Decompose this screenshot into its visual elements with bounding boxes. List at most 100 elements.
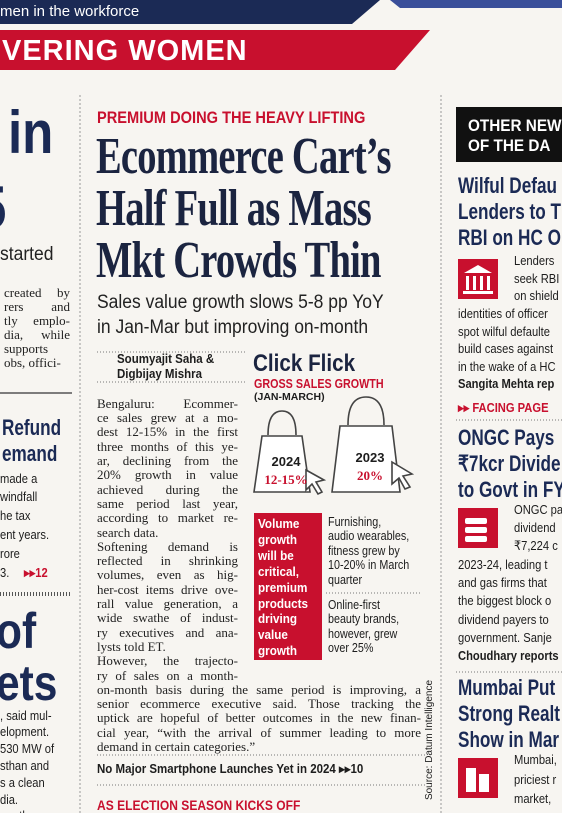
bag-value: 12-15% <box>264 472 308 487</box>
body-line: rall value generation, a <box>97 596 238 612</box>
body-line: identities of officer <box>458 306 548 321</box>
kicker: PREMIUM DOING THE HEAVY LIFTING <box>97 108 366 127</box>
body-line: according to market re- <box>97 510 238 526</box>
callout-line: critical, <box>258 563 299 579</box>
headline: in <box>8 99 54 166</box>
deck: started <box>0 244 54 265</box>
section-title: OTHER NEW <box>468 116 562 135</box>
body-line: ar, declining from the <box>97 453 238 469</box>
headline: Half Full as Mass <box>96 180 372 237</box>
bag-year: 2023 <box>355 450 385 465</box>
body-line: 2023-24, leading t <box>458 556 548 572</box>
body-line: dividend <box>514 520 556 536</box>
headline: Lenders to T <box>458 199 561 224</box>
note-line: fitness grew by <box>328 543 400 558</box>
note-line: Online-first <box>328 597 380 612</box>
body-line: Sangita Mehta rep <box>458 376 555 392</box>
decor-stripe <box>390 0 562 8</box>
body-line: senior ecommerce executive said. Those t… <box>97 696 421 712</box>
body-line: search data. <box>97 524 159 540</box>
headline: ONGC Pays <box>458 425 555 450</box>
section-title: OF THE DA <box>468 136 551 155</box>
headline: Mumbai Put <box>458 675 556 700</box>
body-line: spot wilful defaulte <box>458 323 550 339</box>
body-line: ent years. <box>0 527 50 542</box>
body-line: priciest r <box>514 771 557 787</box>
headline: Mkt Crowds Thin <box>96 232 381 289</box>
source: Source: Datum Intelligence <box>424 679 435 801</box>
jump: ▸▸12 <box>24 564 48 580</box>
body-line: demand in certain categories.” <box>97 739 256 755</box>
body-line: windfall <box>0 489 38 505</box>
callout-line: driving <box>258 611 298 627</box>
body-line: wide swathe of indust- <box>97 610 238 626</box>
bag <box>253 396 415 496</box>
body-line: seek RBI <box>514 270 560 286</box>
body-line: 530 MW of <box>0 741 55 757</box>
headline: Strong Realt <box>458 701 561 726</box>
icon <box>458 259 498 299</box>
strap-band <box>0 0 380 24</box>
infographic-graphics <box>253 396 422 660</box>
body-line: ce sales grew at a mo- <box>97 410 238 426</box>
headline: Wilful Defau <box>458 173 557 198</box>
body-line: on-month basis during the same period is… <box>97 681 421 697</box>
note-line: audio wearables, <box>328 529 410 544</box>
body-line: market, <box>514 791 552 807</box>
body-line: obs, offici- <box>4 355 61 370</box>
body-line: ₹7,224 c <box>514 538 558 554</box>
note-line: Furnishing, <box>328 514 382 529</box>
infographic-title: Click Flick <box>253 350 356 377</box>
kicker: AS ELECTION SEASON KICKS OFF <box>97 797 301 813</box>
note-line: however, grew <box>328 626 398 641</box>
body-line: he tax <box>0 508 31 524</box>
body-line: on shield <box>514 288 559 304</box>
headline: of <box>0 603 37 659</box>
icon <box>458 508 498 548</box>
headline: Ecommerce Cart’s <box>96 128 392 185</box>
body-line: created by <box>4 285 70 300</box>
body-line: rers and <box>4 299 70 314</box>
banner-band <box>0 30 430 70</box>
body-line: 3. <box>0 564 10 580</box>
body-line: rore <box>0 545 20 561</box>
callout-line: premium <box>258 579 308 595</box>
headline: ets <box>0 655 58 711</box>
body-line: sthan and <box>0 758 50 773</box>
body-line: government. Sanje <box>458 629 552 645</box>
banner: VERING WOMEN <box>2 35 248 67</box>
headline: RBI on HC Or <box>458 225 562 250</box>
body-line: run the sa- <box>0 808 53 813</box>
body-line: ry of sales on a month- <box>97 667 238 683</box>
body-line: build cases against <box>458 341 554 357</box>
bag-year: 2024 <box>271 454 301 469</box>
callout-line: will be <box>258 547 294 563</box>
body-line: tly emplo- <box>4 313 70 328</box>
body-line: reflected in shrinking <box>97 553 238 569</box>
headline: Show in Mar <box>458 727 560 752</box>
body-line: ONGC pa <box>514 501 562 517</box>
callout-line: value <box>258 627 288 643</box>
body-line: Lenders <box>514 253 555 269</box>
body-line: 20% growth in value <box>97 467 238 483</box>
bag-value: 20% <box>357 468 383 483</box>
headline: emand <box>2 441 58 466</box>
body-line: same period last year, <box>97 495 238 511</box>
body-line: her-cost items drive ove- <box>97 581 238 597</box>
body-line: supports <box>4 341 49 356</box>
callout-line: Volume <box>258 516 300 532</box>
body-line: ry executives and ana- <box>97 624 238 640</box>
body-line: Mumbai, <box>514 752 557 768</box>
deck: in Jan-Mar but improving on-month <box>97 316 369 338</box>
body-line: achieved during the <box>97 481 238 497</box>
infographic-subtitle: GROSS SALES GROWTH <box>254 377 384 391</box>
byline: Soumyajit Saha & <box>117 351 215 366</box>
body-line: dest 12-15% in the first <box>97 424 238 440</box>
callout-line: growth <box>258 643 297 659</box>
body-line: lysts told ET. <box>97 638 166 654</box>
body-line: dia, while <box>4 327 70 342</box>
body-line: dia. <box>0 791 19 807</box>
note-line: 10-20% in March <box>328 558 410 573</box>
headline: to Govt in FY <box>458 477 562 502</box>
